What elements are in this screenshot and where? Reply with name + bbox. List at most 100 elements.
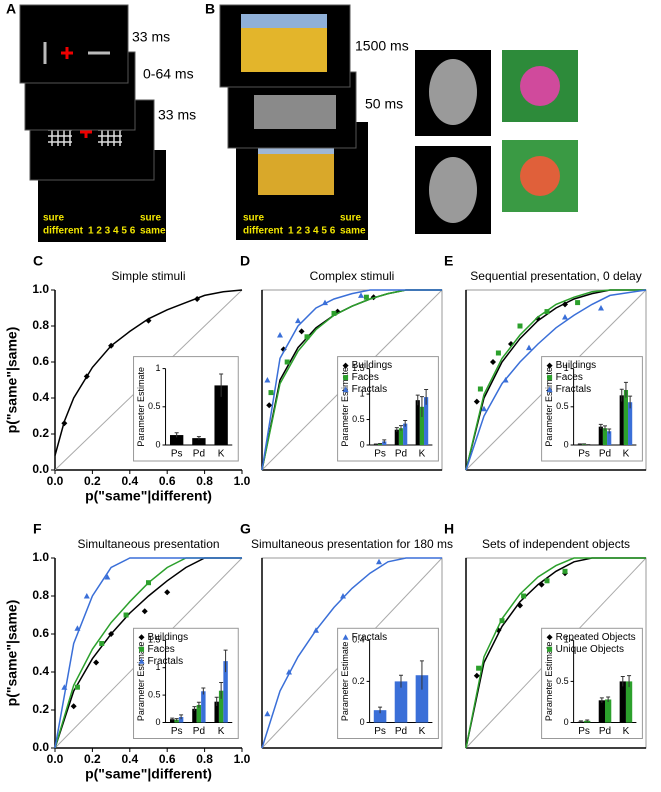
x-tick-label: 0.2: [84, 474, 101, 488]
error-bar: [373, 443, 378, 445]
point: [481, 405, 487, 412]
scale-numbers: 1 2 3 4 5 6: [288, 226, 336, 237]
panel-label: B: [205, 1, 215, 17]
x-tick-label: 0.2: [84, 752, 101, 766]
bar: [196, 704, 202, 723]
inset-y-tick-label: 0.4: [352, 635, 365, 645]
point: [547, 375, 553, 381]
timing: 33 ms: [132, 29, 170, 45]
inset-category: Pd: [599, 726, 611, 737]
fit-curve: [261, 289, 442, 471]
point: [266, 402, 273, 409]
bar: [174, 719, 179, 723]
legend-label: Repeated Objects: [556, 632, 636, 643]
point: [108, 631, 115, 637]
point: [123, 612, 129, 618]
fractal: [520, 156, 560, 196]
inset-y-label: Parameter Estimate: [340, 367, 350, 447]
bar: [223, 661, 228, 723]
inset-category: Pd: [193, 726, 205, 737]
error-bar: [196, 701, 201, 708]
error-bar: [223, 649, 228, 673]
legend-label: Buildings: [148, 632, 189, 643]
x-tick-label: 0.8: [196, 752, 213, 766]
chart-title: Simple stimuli: [111, 269, 185, 283]
error-bar: [174, 432, 179, 438]
inset-y-label: Parameter Estimate: [340, 642, 350, 722]
legend-label: Fractals: [556, 384, 592, 395]
error-bar: [599, 697, 604, 703]
error-bar: [394, 427, 399, 432]
point: [74, 684, 80, 690]
point: [93, 659, 100, 666]
inset-y-tick-label: 0: [360, 717, 365, 727]
scale-label: sure: [140, 213, 162, 224]
error-bar: [627, 675, 632, 688]
chart-title: Simultaneous presentation: [77, 537, 219, 551]
scale-label: same: [140, 226, 166, 237]
error-bar: [378, 706, 383, 714]
y-tick-label: 0.4: [32, 664, 49, 678]
inset-category: Ps: [171, 726, 183, 737]
inset-category: Ps: [374, 449, 386, 460]
error-bar: [606, 696, 611, 702]
point: [61, 420, 68, 427]
point: [562, 314, 568, 320]
timing: 0-64 ms: [143, 66, 194, 82]
point: [544, 578, 550, 584]
inset-y-tick-label: 1: [564, 363, 569, 373]
point: [342, 634, 349, 640]
fit-curve: [54, 557, 242, 749]
point: [535, 315, 541, 322]
scale-label: sure: [43, 213, 65, 224]
panel-label: G: [240, 521, 251, 537]
point: [313, 627, 319, 633]
inset-category: Ps: [374, 726, 386, 737]
panel-label: A: [6, 1, 16, 17]
inset-y-tick-label: 0: [156, 717, 161, 727]
error-bar: [399, 674, 403, 688]
point: [61, 684, 68, 690]
inset-category: K: [218, 726, 225, 737]
timing: 33 ms: [158, 107, 196, 123]
scale-numbers: 1 2 3 4 5 6: [88, 226, 136, 237]
bar: [169, 435, 184, 445]
bar: [605, 699, 612, 723]
legend-label: Faces: [148, 644, 175, 655]
error-bar: [419, 660, 424, 690]
bar: [394, 681, 408, 723]
error-bar: [598, 423, 603, 429]
panel-label: E: [444, 253, 453, 269]
fit-curve: [465, 557, 646, 749]
fit-curve: [54, 289, 243, 456]
bar: [602, 428, 608, 445]
scale-label: sure: [243, 213, 265, 224]
point: [99, 641, 105, 646]
chart-title: Simultaneous presentation for 180 ms: [251, 537, 453, 551]
scale-label: different: [43, 226, 84, 237]
x-tick-label: 0.6: [159, 752, 176, 766]
error-bar: [607, 428, 612, 434]
y-axis-label: p("same"|same): [4, 600, 20, 707]
error-bar: [415, 394, 420, 406]
face: [429, 59, 477, 125]
point: [138, 658, 145, 664]
error-bar: [620, 675, 625, 687]
y-tick-label: 0.2: [32, 702, 49, 716]
inset-category: Ps: [171, 449, 183, 460]
fit-curve: [261, 289, 442, 471]
point: [83, 593, 90, 599]
bar: [214, 385, 228, 445]
bar: [192, 438, 206, 445]
point: [104, 574, 111, 580]
error-bar: [382, 439, 387, 443]
bar: [169, 719, 175, 723]
face: [429, 157, 477, 223]
point: [495, 350, 501, 356]
point: [526, 344, 532, 351]
panel-label: F: [33, 521, 42, 537]
x-tick-label: 0.8: [196, 474, 213, 488]
error-bar: [192, 706, 197, 711]
point: [74, 625, 81, 631]
